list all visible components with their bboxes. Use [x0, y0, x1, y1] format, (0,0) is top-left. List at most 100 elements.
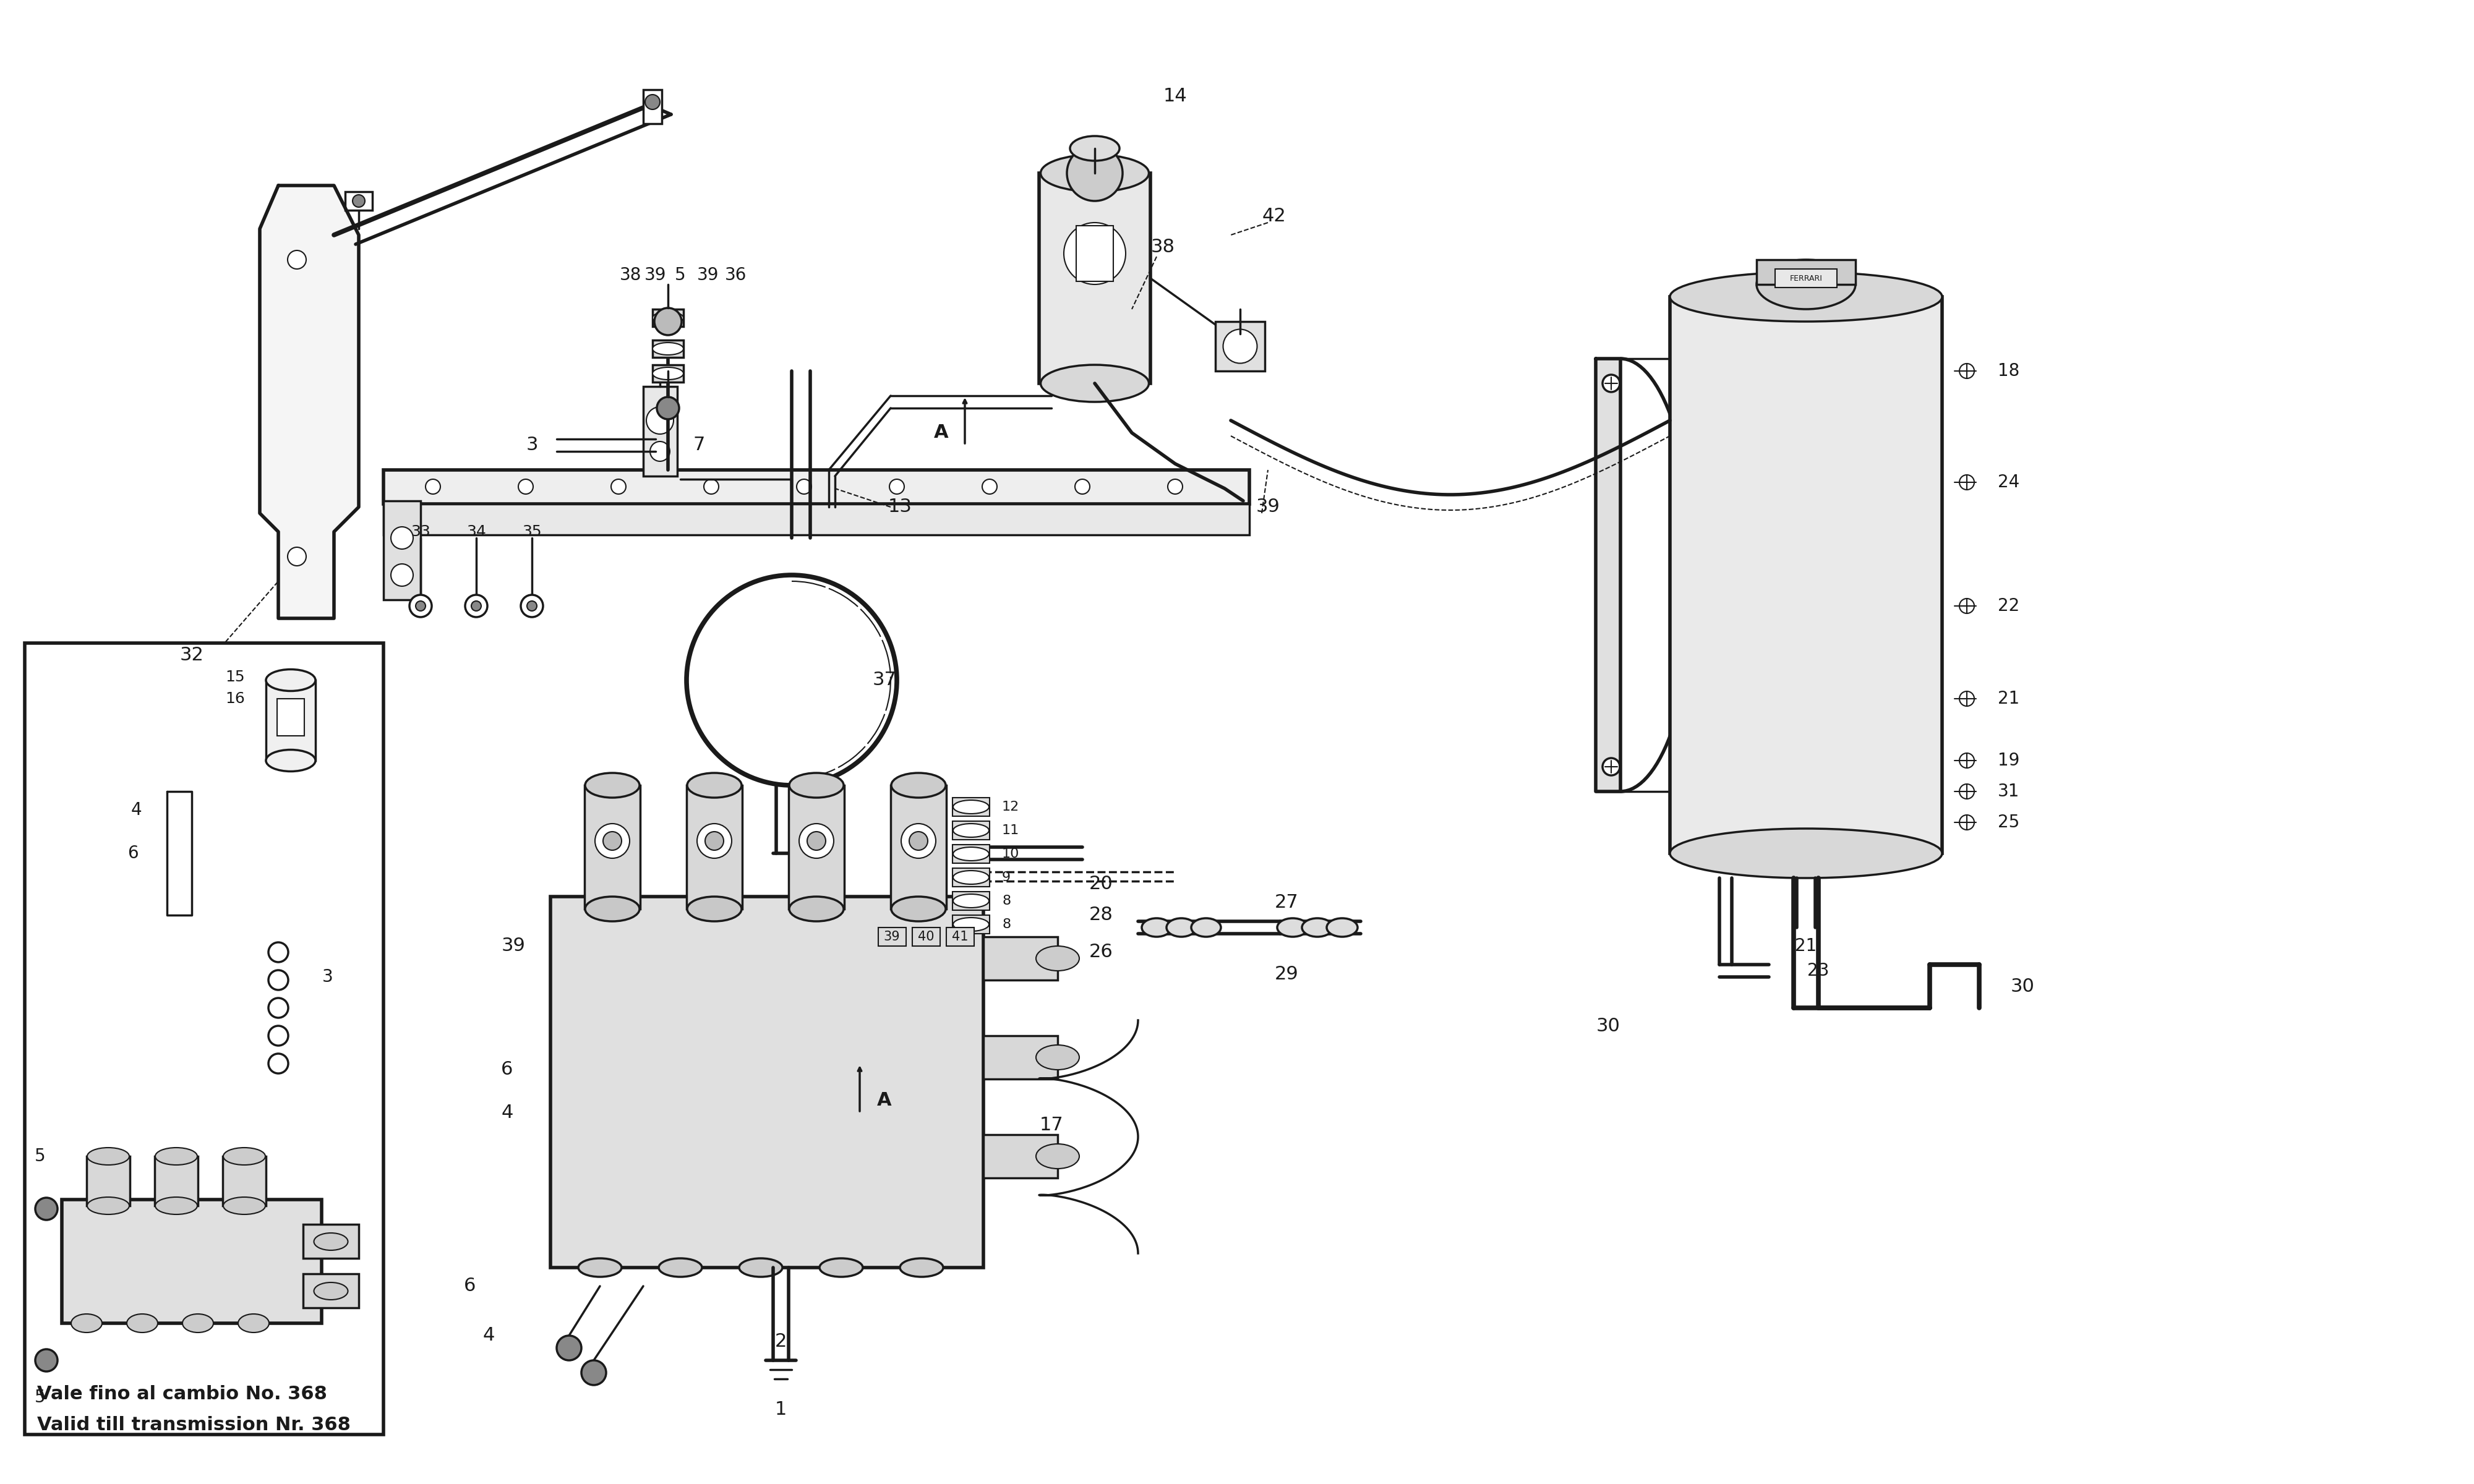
Ellipse shape: [1037, 947, 1079, 971]
Circle shape: [604, 831, 621, 850]
Bar: [952, 821, 990, 840]
Text: 27: 27: [1274, 893, 1299, 911]
Bar: [789, 785, 844, 908]
Bar: [1670, 297, 1942, 853]
Bar: [653, 340, 683, 358]
Circle shape: [1959, 692, 1974, 706]
Text: 26: 26: [1089, 944, 1113, 962]
Text: 19: 19: [1999, 752, 2019, 769]
Circle shape: [520, 479, 534, 494]
Text: 3: 3: [322, 968, 334, 985]
Ellipse shape: [952, 847, 990, 861]
Ellipse shape: [1143, 919, 1173, 936]
Ellipse shape: [1037, 1144, 1079, 1169]
Circle shape: [35, 1349, 57, 1371]
Bar: [952, 868, 990, 886]
Text: 4: 4: [482, 1327, 495, 1345]
Bar: [653, 309, 683, 326]
Polygon shape: [168, 791, 193, 916]
Bar: [346, 191, 371, 211]
Text: 5: 5: [35, 1147, 45, 1165]
Ellipse shape: [238, 1313, 270, 1333]
Text: 4: 4: [502, 1104, 512, 1122]
Text: 5: 5: [675, 267, 685, 283]
Bar: [1215, 322, 1264, 371]
Ellipse shape: [1042, 365, 1148, 402]
Ellipse shape: [1168, 919, 1197, 936]
Ellipse shape: [891, 773, 945, 798]
Text: 39: 39: [502, 936, 524, 956]
Text: 6: 6: [465, 1278, 475, 1296]
Circle shape: [658, 396, 678, 418]
Circle shape: [1959, 475, 1974, 490]
Ellipse shape: [183, 1313, 213, 1333]
Ellipse shape: [87, 1147, 129, 1165]
Ellipse shape: [126, 1313, 158, 1333]
Text: 12: 12: [1002, 801, 1019, 813]
Circle shape: [267, 942, 287, 962]
Bar: [653, 365, 683, 381]
Text: 6: 6: [129, 844, 139, 862]
Circle shape: [354, 194, 366, 208]
Circle shape: [891, 479, 905, 494]
Circle shape: [96, 1039, 220, 1162]
Text: 31: 31: [1999, 784, 2019, 800]
Ellipse shape: [1069, 137, 1118, 160]
Bar: [25, 643, 383, 1435]
Bar: [302, 1273, 359, 1307]
Text: 37: 37: [873, 671, 896, 689]
Bar: [945, 927, 975, 947]
Bar: [952, 892, 990, 910]
Ellipse shape: [653, 367, 683, 380]
Ellipse shape: [314, 1282, 349, 1300]
Circle shape: [1603, 374, 1620, 392]
Ellipse shape: [223, 1147, 265, 1165]
Circle shape: [35, 1198, 57, 1220]
Text: 33: 33: [411, 524, 430, 539]
Bar: [985, 936, 1059, 979]
Circle shape: [411, 595, 433, 617]
Circle shape: [287, 251, 307, 269]
Text: 5: 5: [35, 1389, 45, 1407]
Text: A: A: [878, 1092, 891, 1110]
Ellipse shape: [1757, 260, 1856, 309]
Circle shape: [391, 564, 413, 586]
Text: 21: 21: [1999, 690, 2019, 708]
Bar: [277, 699, 304, 736]
Text: 39: 39: [646, 267, 666, 283]
Circle shape: [646, 407, 673, 433]
Ellipse shape: [1277, 919, 1309, 936]
Circle shape: [1074, 479, 1089, 494]
Bar: [223, 1156, 267, 1205]
Ellipse shape: [223, 1198, 265, 1214]
Circle shape: [470, 601, 480, 611]
Bar: [1076, 226, 1113, 282]
Circle shape: [653, 307, 683, 335]
Ellipse shape: [1670, 828, 1942, 879]
Ellipse shape: [891, 896, 945, 922]
Bar: [153, 1156, 198, 1205]
Bar: [952, 916, 990, 933]
Circle shape: [391, 527, 413, 549]
Text: 18: 18: [1999, 362, 2019, 380]
Circle shape: [688, 574, 896, 785]
Bar: [383, 505, 1249, 534]
Bar: [62, 1199, 322, 1324]
Text: 28: 28: [1089, 907, 1113, 925]
Circle shape: [1959, 784, 1974, 798]
Ellipse shape: [789, 773, 844, 798]
Ellipse shape: [901, 1258, 943, 1276]
Ellipse shape: [1222, 329, 1257, 364]
Circle shape: [1168, 479, 1183, 494]
Text: 35: 35: [522, 524, 542, 539]
Circle shape: [705, 479, 717, 494]
Text: Valid till transmission Nr. 368: Valid till transmission Nr. 368: [37, 1416, 351, 1434]
Circle shape: [267, 971, 287, 990]
Ellipse shape: [156, 1198, 198, 1214]
Text: 32: 32: [181, 647, 203, 665]
Ellipse shape: [952, 917, 990, 932]
Text: 6: 6: [502, 1061, 512, 1079]
Text: 4: 4: [131, 801, 141, 819]
Text: 23: 23: [1808, 962, 1828, 979]
Ellipse shape: [952, 893, 990, 908]
